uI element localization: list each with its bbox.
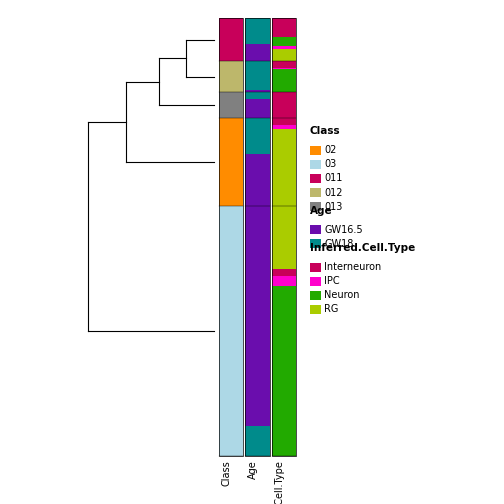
- Text: 02: 02: [324, 145, 337, 155]
- Bar: [245, 61, 270, 90]
- Text: Class: Class: [221, 460, 231, 486]
- Bar: [272, 46, 296, 49]
- Bar: [219, 61, 243, 92]
- Bar: [310, 263, 321, 272]
- Bar: [245, 99, 270, 118]
- Bar: [272, 69, 296, 92]
- Bar: [272, 37, 296, 46]
- Bar: [245, 92, 270, 99]
- Bar: [310, 305, 321, 314]
- Bar: [219, 18, 243, 456]
- Bar: [272, 206, 296, 269]
- Bar: [272, 276, 296, 286]
- Bar: [272, 286, 296, 456]
- Bar: [310, 188, 321, 197]
- Bar: [219, 18, 243, 61]
- Bar: [272, 124, 296, 129]
- Bar: [272, 18, 296, 456]
- Text: GW16.5: GW16.5: [324, 225, 363, 235]
- Text: Inferred.Cell.Type: Inferred.Cell.Type: [274, 460, 284, 504]
- Bar: [272, 118, 296, 124]
- Bar: [272, 18, 296, 37]
- Text: Age: Age: [310, 206, 333, 216]
- Bar: [245, 18, 270, 456]
- Bar: [245, 118, 270, 154]
- Text: Age: Age: [247, 460, 258, 479]
- Bar: [272, 92, 296, 118]
- Text: Neuron: Neuron: [324, 290, 359, 300]
- Bar: [310, 160, 321, 169]
- Bar: [272, 269, 296, 276]
- Text: Inferred.Cell.Type: Inferred.Cell.Type: [310, 243, 415, 253]
- Bar: [272, 49, 296, 61]
- Bar: [219, 206, 243, 456]
- Bar: [245, 44, 270, 61]
- Text: GW18: GW18: [324, 239, 353, 249]
- Bar: [245, 154, 270, 206]
- Bar: [310, 225, 321, 234]
- Bar: [310, 291, 321, 300]
- Bar: [219, 92, 243, 118]
- Bar: [245, 206, 270, 426]
- Text: 012: 012: [324, 187, 343, 198]
- Bar: [272, 129, 296, 206]
- Bar: [245, 90, 270, 92]
- Text: Interneuron: Interneuron: [324, 262, 382, 272]
- Bar: [310, 277, 321, 286]
- Bar: [310, 202, 321, 211]
- Bar: [310, 146, 321, 155]
- Text: 013: 013: [324, 202, 342, 212]
- Bar: [310, 174, 321, 183]
- Bar: [272, 61, 296, 68]
- Bar: [219, 118, 243, 206]
- Text: 011: 011: [324, 173, 342, 183]
- Bar: [245, 426, 270, 456]
- Text: 03: 03: [324, 159, 336, 169]
- Text: Class: Class: [310, 126, 341, 136]
- Text: IPC: IPC: [324, 276, 340, 286]
- Bar: [245, 18, 270, 44]
- Bar: [272, 68, 296, 69]
- Bar: [310, 239, 321, 248]
- Text: RG: RG: [324, 304, 339, 314]
